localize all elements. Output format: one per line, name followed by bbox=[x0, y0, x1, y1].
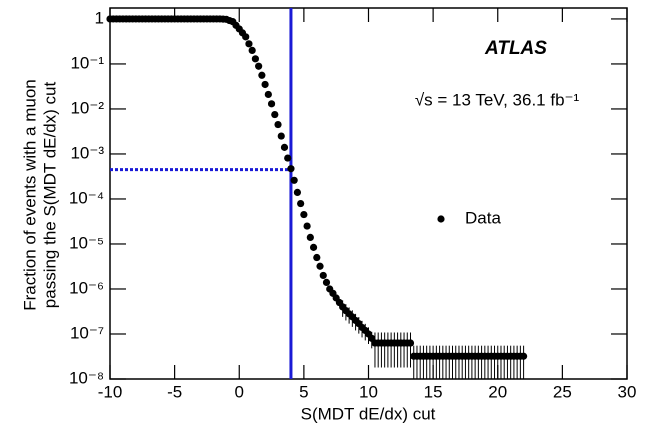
data-point bbox=[309, 243, 318, 251]
data-point bbox=[264, 90, 272, 99]
y-tick-label: 10⁻¹ bbox=[70, 53, 104, 72]
y-tick-label: 10⁻⁶ bbox=[69, 278, 104, 297]
data-point bbox=[287, 165, 295, 173]
data-point bbox=[251, 55, 260, 63]
x-axis-label: S(MDT dE/dx) cut bbox=[301, 404, 436, 423]
y-axis-label: passing the S(MDT dE/dx) cut bbox=[40, 82, 59, 309]
data-point bbox=[520, 352, 528, 360]
data-point bbox=[271, 110, 279, 119]
data-point bbox=[248, 46, 256, 54]
data-point bbox=[306, 233, 314, 242]
y-axis-label: Fraction of events with a muon bbox=[20, 79, 39, 311]
y-tick-label: 10⁻⁴ bbox=[69, 188, 104, 207]
data-point bbox=[319, 271, 327, 280]
x-tick-label: 25 bbox=[553, 382, 572, 401]
data-point bbox=[316, 262, 324, 270]
x-tick-label: 15 bbox=[424, 382, 443, 401]
data-point bbox=[290, 176, 298, 184]
data-point bbox=[280, 143, 289, 151]
data-point bbox=[303, 222, 311, 230]
plot-frame bbox=[109, 7, 628, 380]
data-point bbox=[300, 210, 308, 219]
energy-label: √s = 13 TeV, 36.1 fb⁻¹ bbox=[415, 90, 580, 109]
y-tick-label: 10⁻³ bbox=[70, 143, 104, 162]
data-point bbox=[406, 339, 415, 347]
y-tick-label: 10⁻⁵ bbox=[69, 233, 104, 252]
y-tick-label: 1 bbox=[95, 8, 104, 27]
y-tick-label: 10⁻⁸ bbox=[69, 368, 104, 387]
data-point bbox=[255, 62, 263, 70]
legend-marker bbox=[437, 215, 445, 223]
data-point bbox=[277, 132, 285, 140]
x-tick-label: 30 bbox=[618, 382, 637, 401]
x-tick-label: 0 bbox=[235, 382, 244, 401]
x-tick-label: -5 bbox=[167, 382, 182, 401]
data-point bbox=[245, 40, 253, 48]
y-tick-label: 10⁻⁷ bbox=[70, 323, 104, 342]
data-point bbox=[284, 154, 292, 162]
y-tick-label: 10⁻² bbox=[70, 98, 104, 117]
data-point bbox=[242, 33, 250, 41]
x-tick-label: 5 bbox=[299, 382, 308, 401]
x-tick-label: 10 bbox=[359, 382, 378, 401]
data-point bbox=[274, 120, 282, 129]
legend-label: Data bbox=[465, 208, 501, 227]
x-tick-label: -10 bbox=[98, 382, 123, 401]
data-point bbox=[258, 71, 266, 79]
data-point bbox=[267, 100, 276, 108]
x-tick-label: 20 bbox=[488, 382, 507, 401]
data-point bbox=[313, 253, 321, 262]
atlas-label: ATLAS bbox=[484, 38, 547, 59]
data-point bbox=[261, 80, 269, 89]
data-point bbox=[322, 278, 331, 287]
data-point bbox=[297, 199, 305, 208]
data-point bbox=[293, 188, 302, 196]
